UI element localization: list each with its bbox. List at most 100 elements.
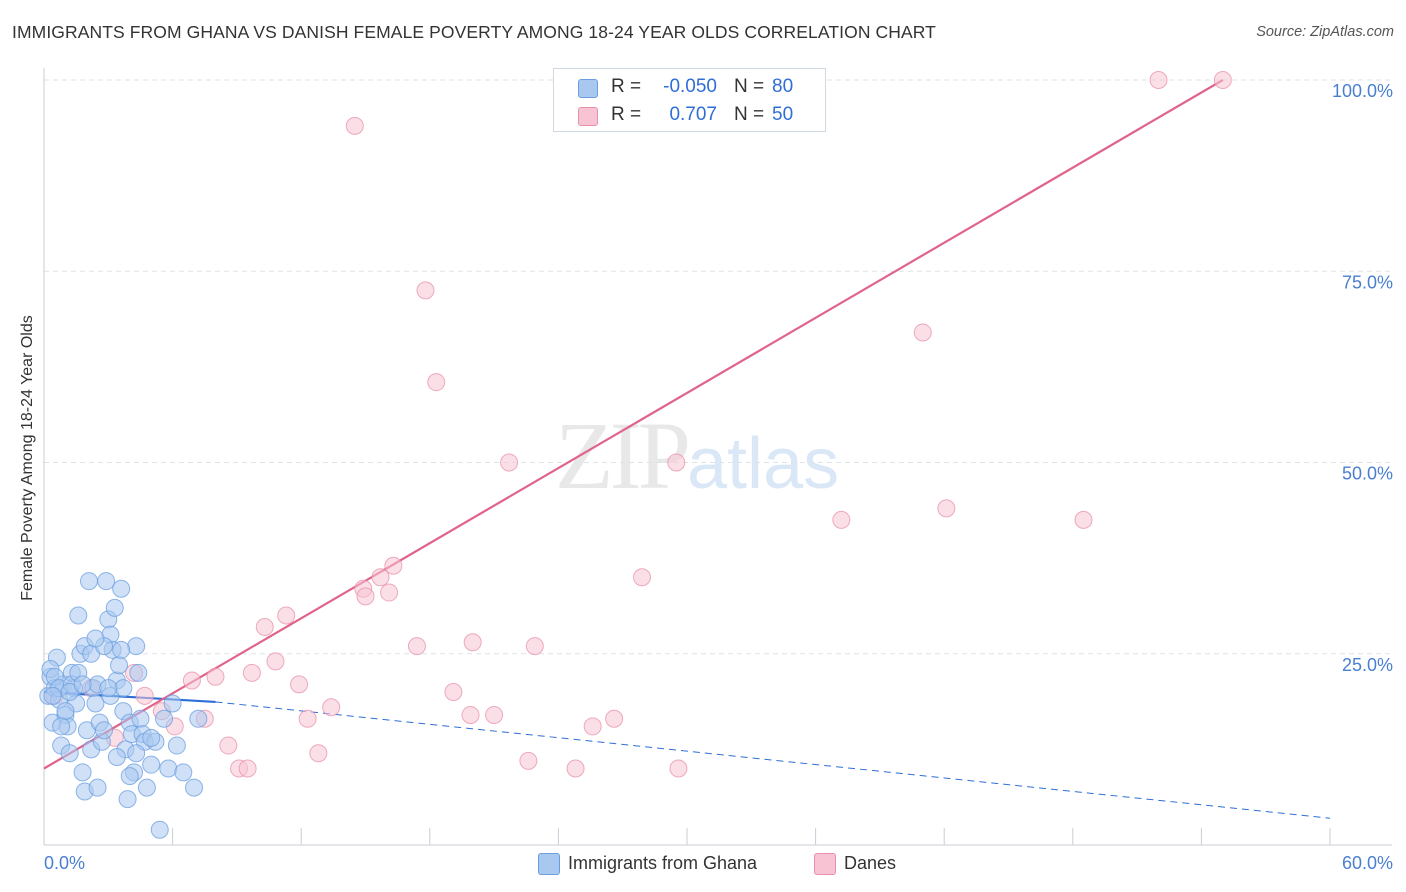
point-danes <box>832 510 851 529</box>
legend-r-label: R = <box>611 76 642 97</box>
point-ghana <box>112 640 131 659</box>
legend-label-ghana: Immigrants from Ghana <box>568 853 758 873</box>
point-ghana <box>142 728 161 747</box>
point-danes <box>407 637 426 656</box>
point-danes <box>583 717 602 736</box>
point-danes <box>937 499 956 518</box>
legend-n-value: 80 <box>772 76 794 97</box>
point-danes <box>238 759 257 778</box>
trendlines <box>43 79 1331 819</box>
point-ghana <box>120 767 139 786</box>
watermark-atlas: atlas <box>687 424 840 504</box>
point-danes <box>525 637 544 656</box>
point-danes <box>566 759 585 778</box>
point-danes <box>309 744 328 763</box>
point-ghana <box>129 663 148 682</box>
legend-n-label: N = <box>734 76 765 97</box>
point-ghana <box>112 579 131 598</box>
point-danes <box>1149 71 1168 89</box>
point-ghana <box>159 759 178 778</box>
legend-swatch-danes <box>578 107 598 126</box>
y-tick-label: 100.0% <box>1332 81 1393 101</box>
point-danes <box>461 705 480 724</box>
point-ghana <box>73 763 92 782</box>
y-tick-label: 75.0% <box>1342 272 1393 292</box>
point-ghana <box>105 598 124 617</box>
point-danes <box>277 606 296 625</box>
gridlines <box>44 79 1392 655</box>
point-ghana <box>60 744 79 763</box>
point-ghana <box>174 763 193 782</box>
point-danes <box>427 373 446 392</box>
point-ghana <box>73 675 92 694</box>
point-danes <box>219 736 238 755</box>
y-tick-label: 50.0% <box>1342 464 1393 484</box>
point-ghana <box>142 755 161 774</box>
point-danes <box>255 617 274 636</box>
point-ghana <box>52 717 71 736</box>
axes <box>43 68 1392 846</box>
point-ghana <box>86 694 105 713</box>
point-danes <box>182 671 201 690</box>
point-danes <box>444 683 463 701</box>
point-ghana <box>107 748 126 767</box>
point-ghana <box>110 656 129 675</box>
point-ghana <box>97 572 116 591</box>
point-ghana <box>127 744 146 763</box>
trendline-danes <box>43 79 1224 770</box>
point-danes <box>500 453 519 472</box>
point-danes <box>290 675 309 694</box>
point-danes <box>605 709 624 728</box>
point-ghana <box>118 790 137 809</box>
point-ghana <box>69 606 88 625</box>
point-ghana <box>185 778 204 797</box>
point-ghana <box>99 679 118 698</box>
point-ghana <box>137 778 156 797</box>
point-danes <box>1074 510 1093 529</box>
trendline-ghana <box>215 701 1331 819</box>
y-tick-label: 25.0% <box>1342 655 1393 675</box>
point-danes <box>632 568 651 587</box>
stats-legend: R = -0.050 N = 80 R = 0.707 N = 50 <box>553 68 826 132</box>
x-tick-label: 0.0% <box>44 853 85 873</box>
point-ghana <box>114 679 133 698</box>
legend-r-value: -0.050 <box>663 76 717 97</box>
series-legend: Immigrants from Ghana Danes <box>0 852 1406 876</box>
legend-r-value: 0.707 <box>669 104 717 125</box>
point-ghana <box>167 736 186 755</box>
legend-row-danes: R = 0.707 N = 50 <box>554 101 825 127</box>
point-danes <box>485 705 504 724</box>
point-ghana <box>56 702 75 721</box>
watermark-zip: ZIP <box>555 402 691 509</box>
point-ghana <box>86 629 105 648</box>
legend-swatch-ghana <box>538 853 560 875</box>
source-credit: Source: ZipAtlas.com <box>1256 24 1394 40</box>
point-ghana <box>163 694 182 713</box>
point-ghana <box>150 820 169 839</box>
point-danes <box>371 568 390 587</box>
point-danes <box>135 686 154 705</box>
legend-swatch-ghana <box>578 79 598 98</box>
point-danes <box>913 323 932 342</box>
point-danes <box>463 633 482 652</box>
point-danes <box>380 583 399 602</box>
legend-swatch-danes <box>814 853 836 875</box>
legend-row-ghana: R = -0.050 N = 80 <box>554 73 825 99</box>
x-tick-label: 60.0% <box>1342 853 1393 873</box>
point-danes <box>356 587 375 606</box>
point-ghana <box>155 709 174 728</box>
point-danes <box>667 453 686 472</box>
point-danes <box>345 116 364 135</box>
watermark: ZIPatlas <box>555 400 839 511</box>
data-points <box>39 71 1232 839</box>
point-danes <box>322 698 341 717</box>
legend-label-danes: Danes <box>844 853 897 873</box>
point-danes <box>206 667 225 686</box>
point-danes <box>384 556 403 575</box>
point-danes <box>519 751 538 770</box>
point-danes <box>1213 71 1232 89</box>
point-ghana <box>43 686 62 705</box>
legend-n-value: 50 <box>772 104 794 125</box>
point-ghana <box>131 709 150 728</box>
